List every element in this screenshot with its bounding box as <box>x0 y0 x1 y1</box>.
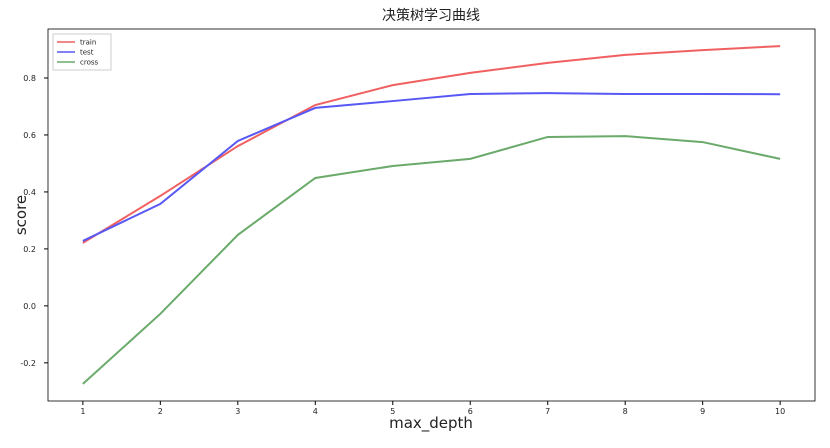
x-tick-label: 4 <box>313 407 318 416</box>
plot-frame <box>47 28 816 402</box>
x-tick-label: 7 <box>545 407 550 416</box>
y-tick-label: 0.6 <box>23 131 36 140</box>
y-tick-label: -0.2 <box>20 359 36 368</box>
y-tick-label: 0.8 <box>23 74 36 83</box>
x-tick-label: 3 <box>235 407 240 416</box>
chart-title: 决策树学习曲线 <box>382 7 480 24</box>
legend-label: test <box>80 49 94 57</box>
x-tick-label: 9 <box>700 407 705 416</box>
x-tick-label: 5 <box>390 407 395 416</box>
y-axis-label: score <box>12 195 30 235</box>
y-tick-label: 0.2 <box>23 245 36 254</box>
legend-label: cross <box>80 59 99 67</box>
x-tick-label: 6 <box>468 407 473 416</box>
y-tick-label: 0.4 <box>23 188 36 197</box>
legend-label: train <box>80 39 96 47</box>
x-tick-label: 2 <box>158 407 163 416</box>
series-line <box>82 135 781 385</box>
x-tick-label: 1 <box>80 407 85 416</box>
series-line <box>82 92 781 242</box>
x-axis-label: max_depth <box>389 414 473 433</box>
y-tick-label: 0.0 <box>23 302 36 311</box>
x-tick-label: 10 <box>775 407 785 416</box>
x-tick-label: 8 <box>623 407 628 416</box>
series-line <box>82 45 781 244</box>
